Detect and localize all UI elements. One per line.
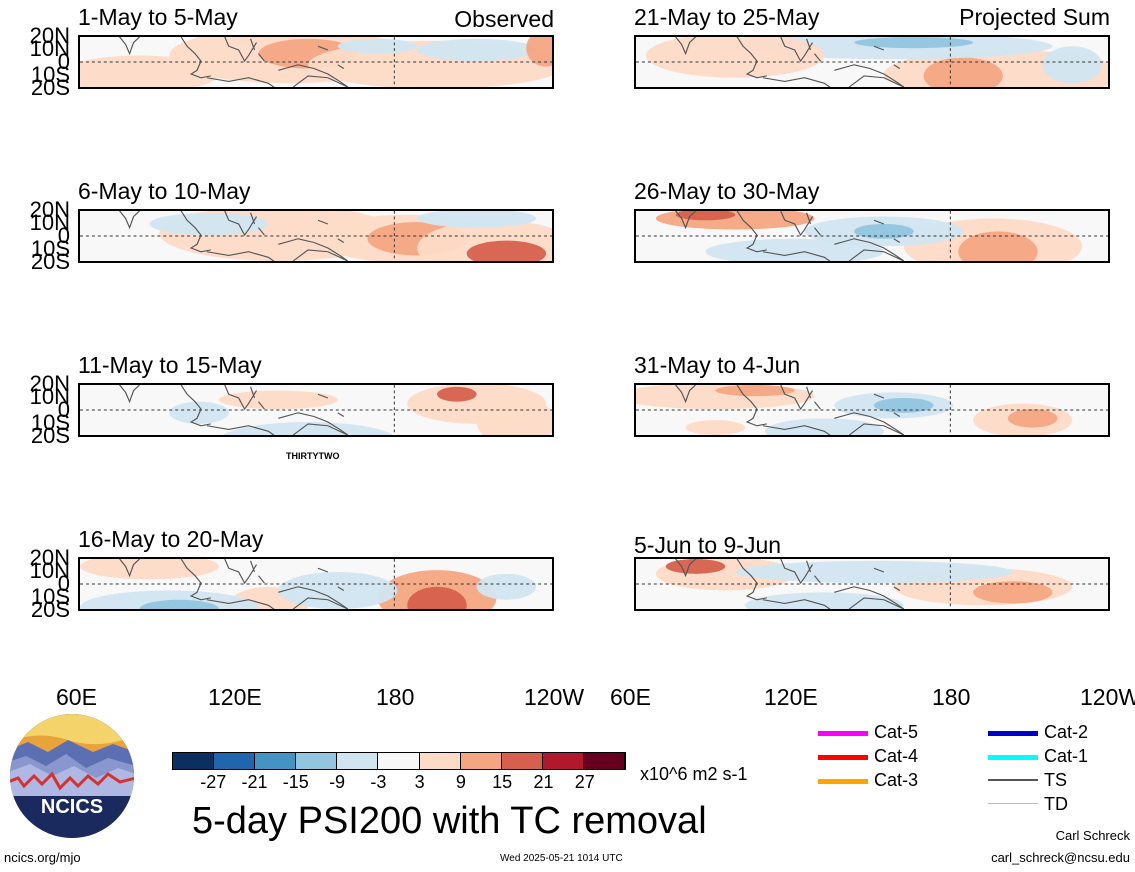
lat-label: 20S <box>30 75 70 100</box>
colorbar-swatch <box>296 753 338 769</box>
colorbar-swatch <box>255 753 297 769</box>
footer-url[interactable]: ncics.org/mjo <box>4 850 81 865</box>
legend-label-ts: TS <box>1044 770 1068 790</box>
panel-5-jun-9-jun <box>634 557 1110 611</box>
colorbar-swatch <box>501 753 543 769</box>
panel-title-4: 16-May to 20-May <box>78 526 264 552</box>
panel-title-7: 31-May to 4-Jun <box>634 352 801 378</box>
lon-label-120e-right: 120E <box>764 684 818 710</box>
colorbar-tick: 21 <box>533 772 554 792</box>
logo-text: NCICS <box>41 796 103 818</box>
lat-label: 10S <box>30 236 70 261</box>
colorbar-swatch <box>337 753 379 769</box>
panel-1-may-5-may <box>78 35 554 89</box>
legend-line-cat-1 <box>988 755 1038 760</box>
legend-line-ts <box>988 779 1038 781</box>
main-title: 5-day PSI200 with TC removal <box>192 800 707 842</box>
projected-label: Projected Sum <box>959 4 1110 30</box>
colorbar-tick: 27 <box>574 772 595 792</box>
colorbar-swatch <box>460 753 502 769</box>
legend-line-cat-3 <box>818 779 868 784</box>
coastline-icon <box>119 559 349 609</box>
lat-label: 20S <box>30 597 70 622</box>
lat-label: 10S <box>30 410 70 435</box>
lat-label: 10N <box>29 558 70 583</box>
colorbar-tick: -9 <box>329 772 346 792</box>
colorbar-tick: 3 <box>414 772 425 792</box>
legend-line-cat-2 <box>988 731 1038 736</box>
coastline-icon <box>675 385 905 435</box>
lat-label: 10N <box>29 384 70 409</box>
coastline-icon <box>675 211 905 261</box>
coastline-icon <box>119 211 349 261</box>
legend-label-cat-5: Cat-5 <box>874 722 919 742</box>
colorbar-tick: 15 <box>492 772 513 792</box>
lon-label-120e-left: 120E <box>208 684 262 710</box>
legend-line-cat-5 <box>818 731 868 736</box>
lat-label: 0 <box>57 223 70 248</box>
lat-label: 0 <box>57 49 70 74</box>
footer-author: Carl Schreck <box>1055 828 1130 843</box>
colorbar-tick: -27 <box>200 772 227 792</box>
lat-label: 10S <box>30 62 70 87</box>
lat-label: 10N <box>29 36 70 61</box>
coastline-icon <box>119 37 349 87</box>
colorbar-swatch <box>583 753 626 769</box>
coastline-icon <box>675 37 905 87</box>
panel-6-may-10-may <box>78 209 554 263</box>
lat-label: 20N <box>29 371 70 396</box>
colorbar-swatch <box>173 753 215 769</box>
lat-label: 10N <box>29 210 70 235</box>
lon-label-120w-right: 120W <box>1080 684 1135 710</box>
footer-timestamp: Wed 2025-05-21 1014 UTC <box>500 853 623 864</box>
colorbar-units: x10^6 m2 s-1 <box>640 764 748 784</box>
lon-label-180-right: 180 <box>932 684 971 710</box>
lat-label: 0 <box>57 397 70 422</box>
colorbar-tick: 9 <box>455 772 466 792</box>
colorbar-swatch <box>214 753 256 769</box>
panel-title-1: 1-May to 5-May <box>78 4 238 30</box>
storm-label: THIRTYTWO <box>286 451 340 461</box>
lon-label-120w-left: 120W <box>524 684 585 710</box>
panel-title-5: 21-May to 25-May <box>634 4 820 30</box>
footer-email[interactable]: carl_schreck@ncsu.edu <box>991 850 1130 865</box>
colorbar-tick: -3 <box>370 772 387 792</box>
lon-label-180-left: 180 <box>376 684 415 710</box>
colorbar-swatch <box>542 753 584 769</box>
panel-31-may-4-jun <box>634 383 1110 437</box>
lat-label: 20S <box>30 423 70 448</box>
lat-label: 10S <box>30 584 70 609</box>
panel-11-may-15-may <box>78 383 554 437</box>
legend-label-cat-4: Cat-4 <box>874 746 919 766</box>
legend-label-cat-1: Cat-1 <box>1044 746 1089 766</box>
coastline-icon <box>675 559 905 609</box>
legend-label-cat-3: Cat-3 <box>874 770 919 790</box>
panel-title-2: 6-May to 10-May <box>78 178 251 204</box>
lon-label-60e-left: 60E <box>56 684 97 710</box>
coastline-icon <box>119 385 349 435</box>
observed-label: Observed <box>454 6 554 32</box>
colorbar-tick: -15 <box>282 772 309 792</box>
colorbar-swatch <box>378 753 420 769</box>
ncics-logo: NCICS <box>8 712 136 840</box>
lat-label: 0 <box>57 571 70 596</box>
colorbar <box>172 752 626 770</box>
lon-label-60e-right: 60E <box>610 684 651 710</box>
panel-title-3: 11-May to 15-May <box>78 352 262 378</box>
panel-21-may-25-may <box>634 35 1110 89</box>
lat-label: 20S <box>30 249 70 274</box>
colorbar-tick: -21 <box>241 772 268 792</box>
lat-label: 20N <box>29 545 70 570</box>
legend-label-td: TD <box>1044 794 1068 814</box>
lat-label: 20N <box>29 197 70 222</box>
legend-line-td <box>988 803 1038 804</box>
legend-line-cat-4 <box>818 755 868 760</box>
panel-16-may-20-may <box>78 557 554 611</box>
colorbar-swatch <box>419 753 461 769</box>
panel-26-may-30-may <box>634 209 1110 263</box>
panel-title-8: 5-Jun to 9-Jun <box>634 532 782 558</box>
lat-label: 20N <box>29 23 70 48</box>
panel-title-6: 26-May to 30-May <box>634 178 820 204</box>
legend-label-cat-2: Cat-2 <box>1044 722 1089 742</box>
